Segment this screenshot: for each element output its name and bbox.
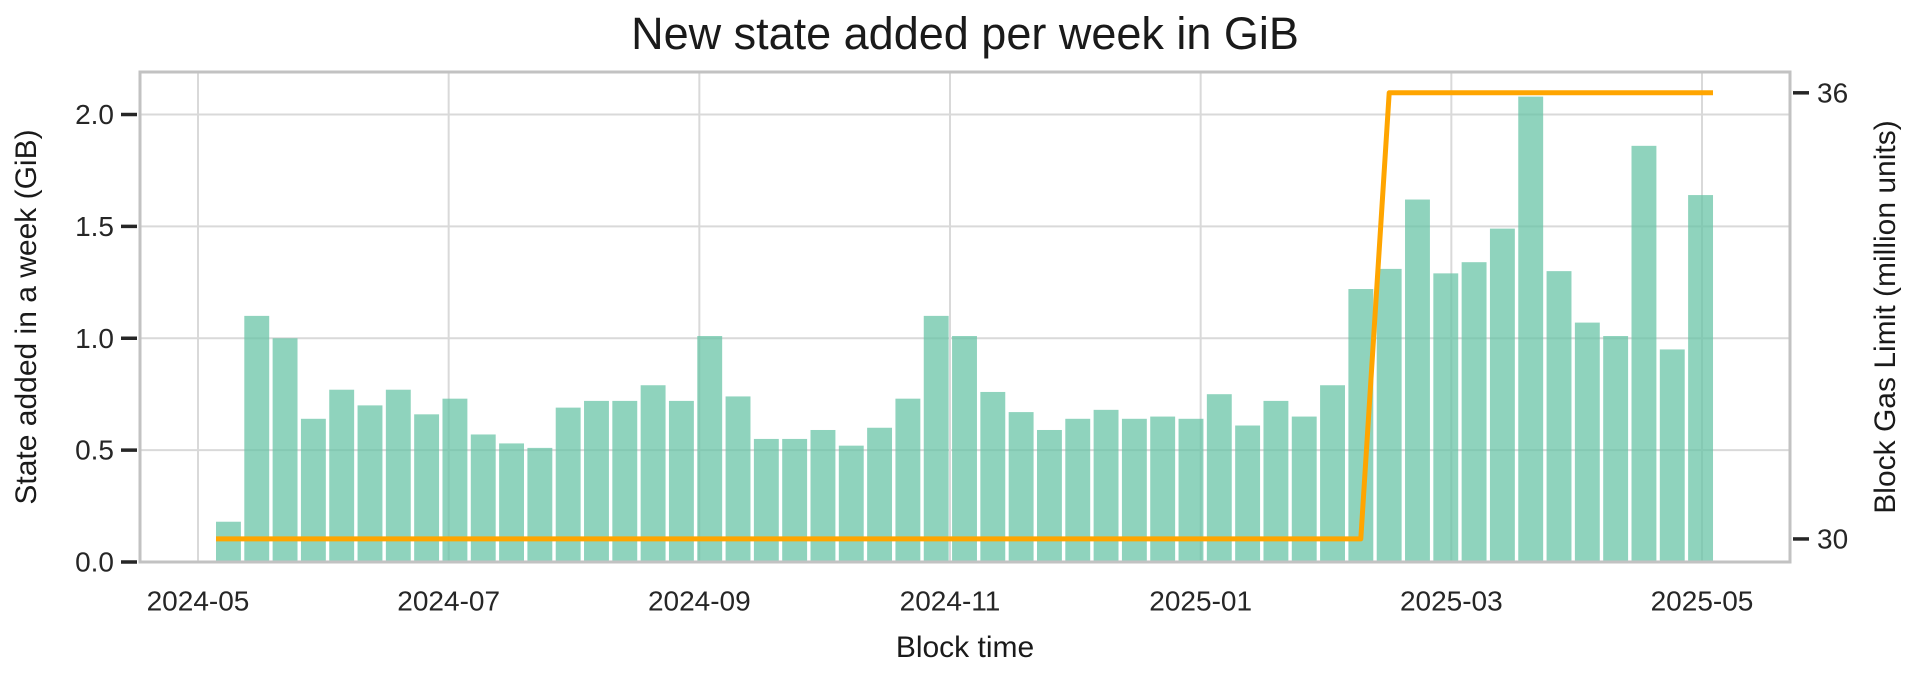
state-bar <box>697 336 723 562</box>
state-bar <box>1206 394 1232 562</box>
state-bar <box>1518 96 1544 562</box>
x-tick-label: 2024-05 <box>147 586 250 617</box>
state-bar <box>753 438 779 562</box>
y-tick-label-left: 2.0 <box>75 99 114 130</box>
state-bar <box>555 407 581 562</box>
state-bar <box>1433 273 1459 562</box>
state-bar <box>725 396 751 562</box>
state-bar <box>952 336 977 562</box>
x-tick-label: 2024-11 <box>900 586 1001 617</box>
state-bar <box>1405 199 1430 562</box>
y-tick-label-left: 0.5 <box>75 435 114 466</box>
state-bar <box>612 400 638 562</box>
state-bar <box>867 427 893 562</box>
state-bar <box>1263 400 1289 562</box>
gas-limit-line <box>216 90 1713 542</box>
state-bar <box>1574 322 1600 562</box>
state-bar <box>357 405 383 562</box>
state-bar <box>329 389 355 562</box>
state-bar <box>584 400 609 562</box>
state-bar <box>782 438 808 562</box>
x-tick-label: 2024-09 <box>648 586 751 617</box>
state-bar <box>1489 228 1515 562</box>
state-bar <box>810 429 836 562</box>
plot-border <box>138 70 1792 564</box>
state-bar <box>1376 268 1402 562</box>
state-bar <box>1235 425 1261 562</box>
x-axis-label: Block time <box>895 631 1035 664</box>
y-axis-label-left: State added in a week (GiB) <box>10 129 43 505</box>
y-tick-label-left: 1.0 <box>75 323 114 354</box>
chart-title: New state added per week in GiB <box>631 8 1299 59</box>
x-tick-label: 2025-03 <box>1400 586 1503 617</box>
y-axis-label-right: Block Gas Limit (million units) <box>1869 120 1902 514</box>
y-tick-label-right: 30 <box>1817 523 1848 554</box>
state-bar <box>640 385 666 562</box>
y-tick-label-right: 36 <box>1817 77 1848 108</box>
state-bar <box>470 434 496 562</box>
state-bar <box>272 338 298 562</box>
state-bar <box>668 400 694 562</box>
state-bar <box>1320 385 1345 562</box>
state-bar <box>1688 195 1714 562</box>
state-bar <box>1461 262 1487 562</box>
state-bar <box>1603 336 1629 562</box>
state-bar <box>527 447 553 562</box>
x-tick-label: 2025-05 <box>1651 586 1754 617</box>
state-bar <box>980 391 1006 562</box>
state-bar <box>442 398 468 562</box>
y-tick-label-left: 1.5 <box>75 211 114 242</box>
state-bar <box>1036 429 1062 562</box>
state-bar <box>244 315 270 562</box>
state-bar <box>216 521 241 562</box>
x-tick-label: 2024-07 <box>397 586 500 617</box>
y-tick-label-left: 0.0 <box>75 547 114 578</box>
state-bar <box>895 398 921 562</box>
state-bar <box>385 389 411 562</box>
state-bar <box>1546 271 1572 562</box>
state-bar <box>499 443 524 562</box>
x-tick-label: 2025-01 <box>1149 586 1252 617</box>
state-bar <box>923 315 949 562</box>
state-bar <box>838 445 864 562</box>
state-bar <box>1659 349 1685 562</box>
state-bar <box>1631 145 1657 562</box>
